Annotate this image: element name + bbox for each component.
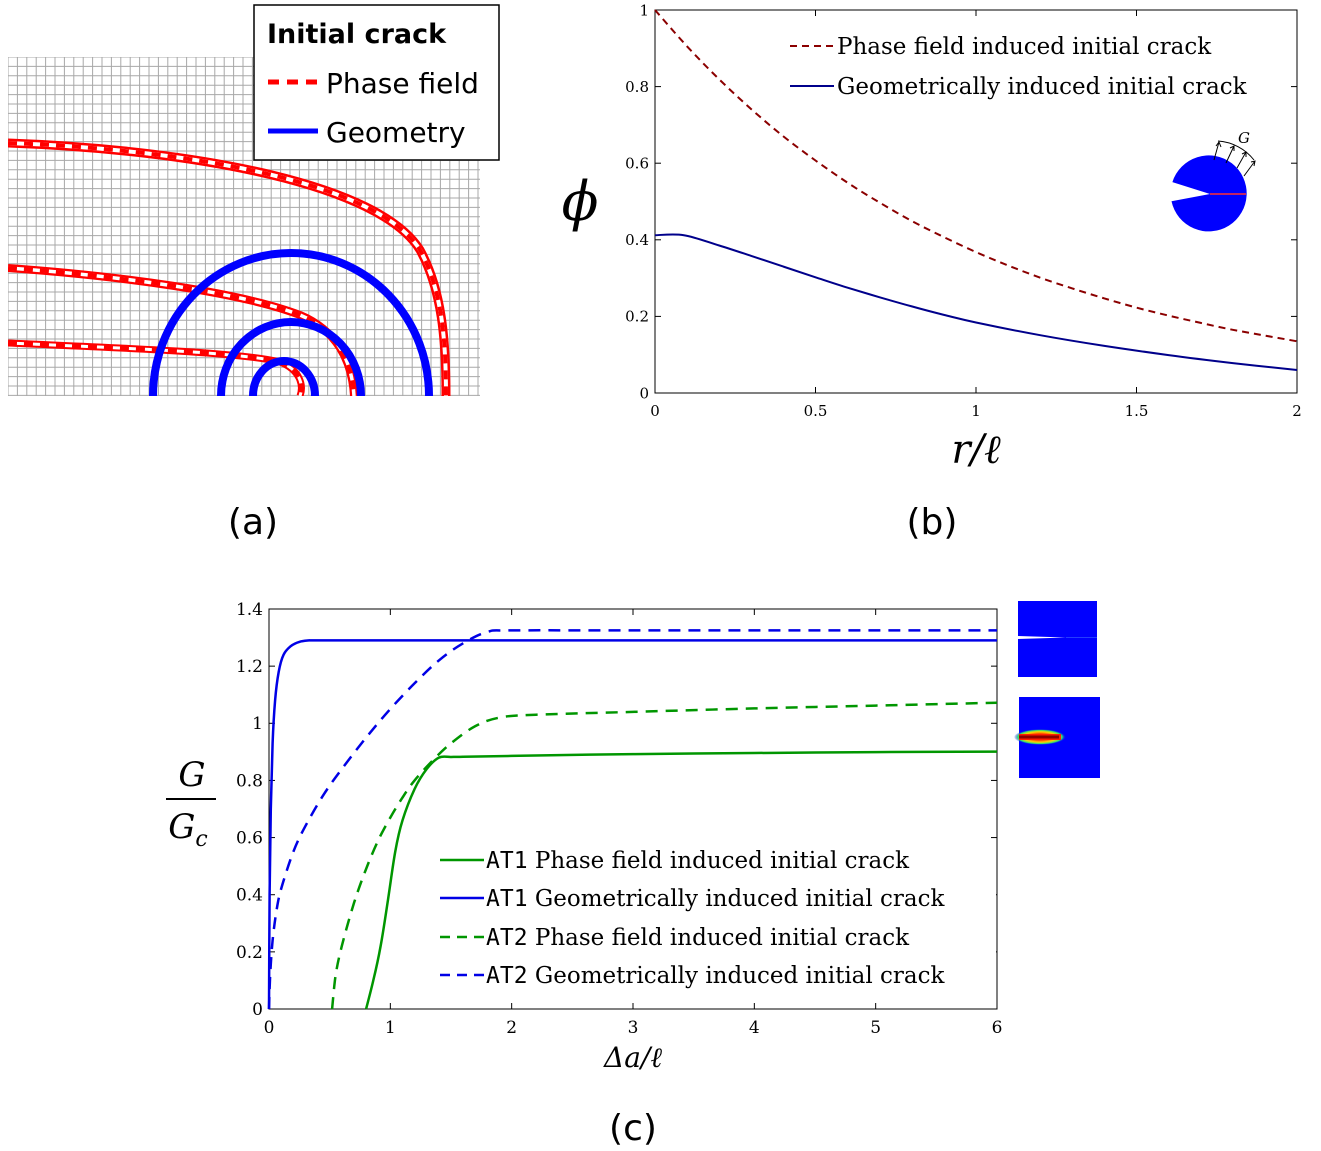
panel-c-y-tick-label: 0.2 [236, 943, 263, 963]
panel-c-legend-label-at1-phase: AT1 Phase field induced initial crack [486, 848, 910, 874]
panel-b-label: (b) [907, 502, 958, 543]
panel-a-label: (a) [228, 502, 278, 543]
panel-c-thumbnail-geometric-crack [1018, 601, 1097, 677]
panel-b-x-axis-label: r/ℓ [951, 427, 1001, 473]
panel-c-series [267, 629, 998, 1010]
panel-c-y-tick-label: 1.4 [236, 600, 263, 620]
panel-b-inset-crack-schematic: G [1171, 129, 1256, 232]
panel-c-series-line-3 [267, 629, 997, 1010]
panel-a-legend-geometry-label: Geometry [326, 116, 466, 149]
panel-b-ticks: 0 0.5 1 1.5 2 0 0.2 0.4 0.6 0.8 1 [625, 1, 1302, 420]
inset-contour-arc [1217, 140, 1255, 161]
panel-b-y-tick-label: 0.8 [625, 78, 649, 96]
panel-c-y-tick-label: 0 [252, 1000, 263, 1020]
panel-a-mesh-plot: Initial crack Phase field Geometry (a) [8, 4, 500, 543]
panel-b-series-line-0 [654, 9, 1298, 343]
panel-b-y-tick-label: 0.4 [625, 231, 649, 249]
geometry-arc-medium [217, 318, 365, 396]
panel-b-x-tick-label: 1.5 [1125, 402, 1149, 420]
panel-b-y-tick-label: 1 [639, 1, 649, 19]
panel-c-legend-label-at2-phase: AT2 Phase field induced initial crack [486, 925, 910, 951]
geometry-arc-small [249, 357, 319, 396]
panel-c-x-tick-label: 5 [870, 1018, 881, 1038]
panel-b-y-tick-label: 0.6 [625, 154, 649, 172]
panel-c-series-line-2 [330, 701, 998, 1010]
panel-a-legend: Initial crack Phase field Geometry [253, 4, 500, 161]
panel-c-x-tick-label: 0 [264, 1018, 275, 1038]
mesh-grid [8, 57, 480, 396]
panel-b-legend: Phase field induced initial crack Geomet… [790, 34, 1248, 100]
panel-b-y-axis-label: ϕ [562, 170, 599, 233]
panel-c-x-tick-label: 2 [506, 1018, 517, 1038]
panel-c-chart: 0 1 2 3 4 5 6 0 0.2 0.4 0.6 0.8 1 1.2 1.4 G Gc Δa/ℓ AT… [166, 600, 1100, 1149]
panel-c-y-axis-label: G Gc [166, 755, 216, 852]
panel-b-x-tick-label: 0 [650, 402, 660, 420]
panel-c-series-line-1 [267, 639, 997, 1010]
panel-c-x-tick-label: 3 [628, 1018, 639, 1038]
panel-c-x-tick-label: 6 [992, 1018, 1003, 1038]
geometry-arcs [149, 249, 433, 396]
panel-c-x-axis-label: Δa/ℓ [603, 1041, 662, 1074]
panel-c-y-tick-label: 1.2 [236, 657, 263, 677]
panel-c-legend-box [434, 842, 996, 996]
panel-b-y-tick-label: 0 [639, 384, 649, 402]
inset-g-label: G [1238, 129, 1250, 147]
panel-b-x-tick-label: 2 [1292, 402, 1302, 420]
panel-c-legend-label-at2-geometric: AT2 Geometrically induced initial crack [486, 963, 946, 989]
panel-b-y-tick-label: 0.2 [625, 308, 649, 326]
panel-c-label: (c) [609, 1108, 657, 1149]
panel-c-ticks: 0 1 2 3 4 5 6 0 0.2 0.4 0.6 0.8 1 1.2 1.4 [236, 600, 1002, 1038]
panel-c-y-label-denominator: G [168, 807, 195, 847]
panel-c-y-tick-label: 0.6 [236, 829, 263, 849]
inset-arrows [1213, 140, 1256, 177]
panel-c-series-line-0 [364, 750, 998, 1010]
panel-c-y-tick-label: 0.4 [236, 886, 263, 906]
panel-c-y-tick-label: 0.8 [236, 771, 263, 791]
phase-field-contours [8, 138, 451, 396]
panel-b-series-line-1 [654, 233, 1298, 371]
panel-b-legend-label-geometric: Geometrically induced initial crack [837, 74, 1248, 100]
panel-b-chart: 0 0.5 1 1.5 2 0 0.2 0.4 0.6 0.8 1 ϕ r/ℓ Phase fiel… [562, 1, 1302, 543]
panel-c-x-tick-label: 1 [385, 1018, 396, 1038]
panel-b-x-tick-label: 0.5 [804, 402, 828, 420]
panel-c-legend-label-at1-geometric: AT1 Geometrically induced initial crack [486, 886, 946, 912]
panel-c-y-label-numerator: G [178, 755, 205, 795]
panel-b-series [654, 9, 1298, 371]
panel-a-legend-title: Initial crack [267, 19, 447, 50]
svg-text:Gc: Gc [168, 807, 208, 852]
inset-notched-disk [1171, 155, 1247, 232]
panel-c-y-tick-label: 1 [252, 714, 263, 734]
panel-c-thumbnail-phase-field-crack [1014, 697, 1100, 778]
panel-c-x-tick-label: 4 [749, 1018, 760, 1038]
panel-b-x-tick-label: 1 [971, 402, 981, 420]
panel-a-legend-phase-field-label: Phase field [326, 67, 479, 100]
panel-c-y-label-subscript: c [195, 827, 207, 852]
panel-b-legend-label-phase-field: Phase field induced initial crack [837, 34, 1212, 60]
geometry-arc-large [149, 249, 433, 396]
panel-c-legend: AT1 Phase field induced initial crack AT… [434, 842, 996, 996]
